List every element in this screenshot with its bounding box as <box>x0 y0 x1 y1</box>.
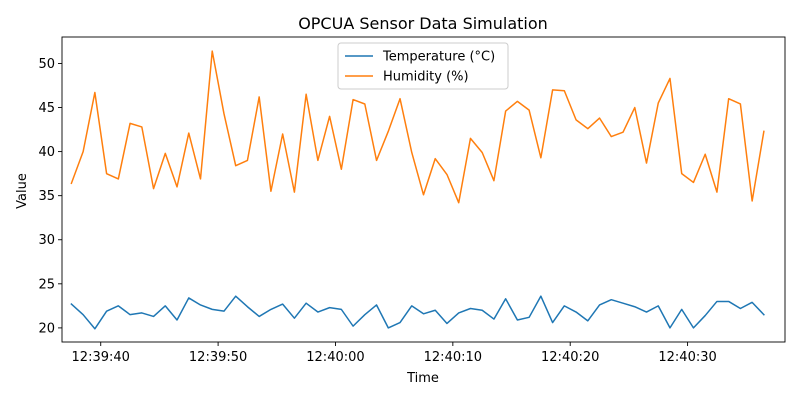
y-tick-label-6: 50 <box>38 57 55 72</box>
y-tick-label-4: 40 <box>38 145 55 160</box>
y-tick-label-2: 30 <box>38 233 55 248</box>
y-tick-label-1: 25 <box>38 277 55 292</box>
y-tick-label-5: 45 <box>38 101 55 116</box>
x-tick-label-4: 12:40:20 <box>541 350 599 365</box>
legend-label-0: Temperature (°C) <box>382 50 495 65</box>
plot-frame <box>61 36 786 343</box>
legend-label-1: Humidity (%) <box>383 70 469 85</box>
x-axis-title: Time <box>406 371 439 386</box>
y-tick-label-0: 20 <box>38 321 55 336</box>
series-line-1 <box>70 50 765 204</box>
y-tick-label-3: 35 <box>38 189 55 204</box>
series-line-0 <box>70 295 765 330</box>
x-tick-label-0: 12:39:40 <box>72 350 130 365</box>
chart-title: OPCUA Sensor Data Simulation <box>298 14 548 33</box>
x-tick-label-2: 12:40:00 <box>306 350 364 365</box>
legend-box <box>337 42 509 90</box>
plot-area: 12:39:40 12:39:50 12:40:00 12:40:10 12:40:20… <box>38 36 786 365</box>
y-axis-title: Value <box>15 173 30 209</box>
x-tick-label-1: 12:39:50 <box>189 350 247 365</box>
x-tick-label-3: 12:40:10 <box>424 350 482 365</box>
legend: Temperature (°C) Humidity (%) <box>337 42 509 90</box>
x-tick-label-5: 12:40:30 <box>658 350 716 365</box>
